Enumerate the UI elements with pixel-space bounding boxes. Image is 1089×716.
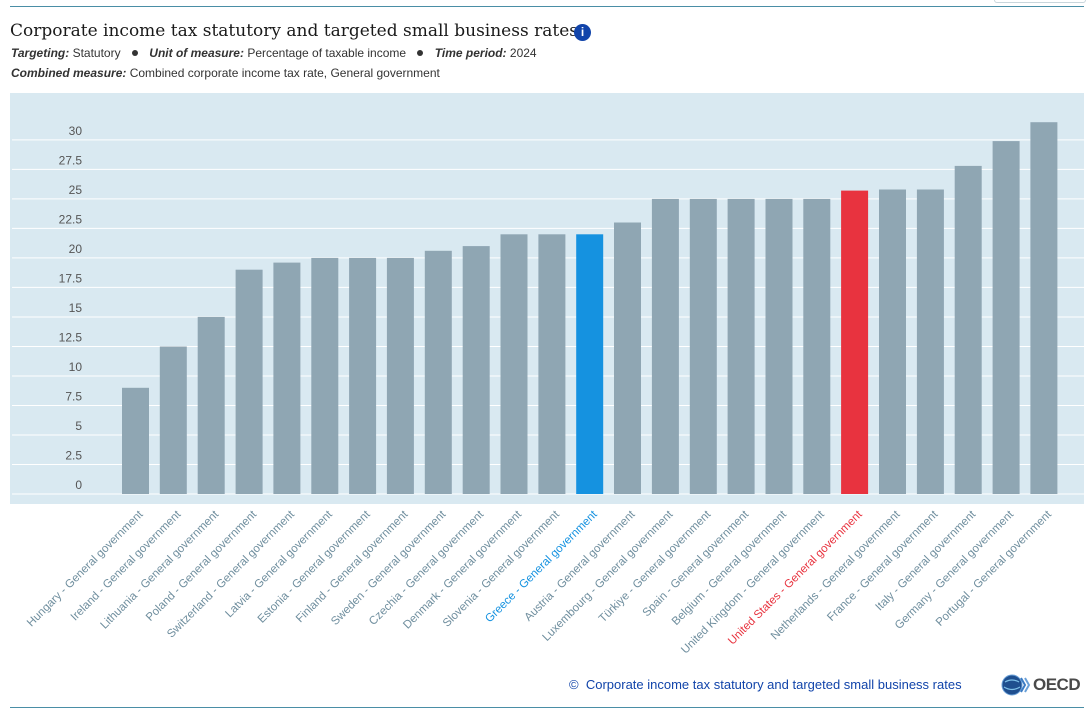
chart-title: Corporate income tax statutory and targe…: [10, 21, 578, 41]
y-tick-label: 27.5: [59, 153, 83, 167]
bar: [651, 198, 679, 494]
bar: [1030, 122, 1058, 494]
y-tick-label: 10: [69, 360, 83, 374]
bar: [689, 198, 717, 494]
bar: [614, 222, 641, 494]
targeting-value: Statutory: [72, 46, 121, 60]
source-link[interactable]: Corporate income tax statutory and targe…: [585, 677, 962, 692]
separator-dot: [131, 50, 138, 57]
chart-metadata-line-1: Targeting: Statutory Unit of measure: Pe…: [11, 46, 537, 60]
y-tick-label: 25: [69, 183, 83, 197]
y-tick-label: 22.5: [59, 212, 83, 226]
combined-measure-value: Combined corporate income tax rate, Gene…: [129, 66, 440, 80]
bar: [765, 198, 793, 494]
bar: [122, 387, 149, 494]
oecd-globe-icon: [1001, 674, 1031, 696]
copyright-symbol: ©: [569, 677, 579, 692]
top-divider: [10, 6, 1084, 7]
bar: [954, 165, 982, 494]
x-category-label: United Kingdom - General government: [679, 508, 827, 656]
unit-value: Percentage of taxable income: [247, 46, 407, 60]
y-tick-label: 15: [69, 301, 83, 315]
bar: [803, 198, 831, 494]
bar: [462, 246, 490, 494]
bar: [538, 234, 566, 495]
oecd-logo-text: OECD: [1033, 675, 1081, 694]
y-tick-label: 30: [69, 124, 83, 138]
bar: [349, 257, 377, 494]
bottom-divider: [10, 707, 1084, 708]
y-tick-label: 0: [75, 478, 82, 492]
bar: [273, 262, 301, 494]
y-tick-label: 2.5: [65, 448, 82, 462]
combined-measure-label: Combined measure:: [11, 66, 127, 80]
bar: [727, 198, 755, 494]
toolbar-edge: [994, 0, 1086, 3]
bar: [386, 257, 414, 494]
bar: [311, 257, 339, 494]
x-category-label: United States - General government: [726, 508, 865, 647]
time-period-value: 2024: [509, 46, 537, 60]
bar: [992, 141, 1020, 494]
y-tick-label: 17.5: [59, 271, 83, 285]
bar: [576, 234, 604, 495]
unit-label: Unit of measure:: [149, 46, 244, 60]
info-icon[interactable]: i: [574, 24, 591, 41]
chart-metadata-line-2: Combined measure: Combined corporate inc…: [11, 66, 440, 80]
bar: [916, 189, 944, 494]
targeting-label: Targeting:: [11, 46, 70, 60]
bar: [197, 316, 225, 494]
y-tick-label: 5: [75, 419, 82, 433]
y-tick-label: 7.5: [65, 389, 82, 403]
y-tick-label: 20: [69, 242, 83, 256]
bar: [159, 346, 187, 494]
bar: [841, 190, 869, 494]
bar: [424, 250, 452, 494]
bar: [500, 234, 528, 495]
bar: [879, 189, 906, 494]
y-tick-label: 12.5: [59, 330, 83, 344]
oecd-logo: OECD: [1001, 673, 1081, 697]
bar: [235, 269, 263, 494]
separator-dot: [417, 50, 424, 57]
footer-source[interactable]: © Corporate income tax statutory and tar…: [569, 677, 962, 692]
time-period-label: Time period:: [434, 46, 507, 60]
